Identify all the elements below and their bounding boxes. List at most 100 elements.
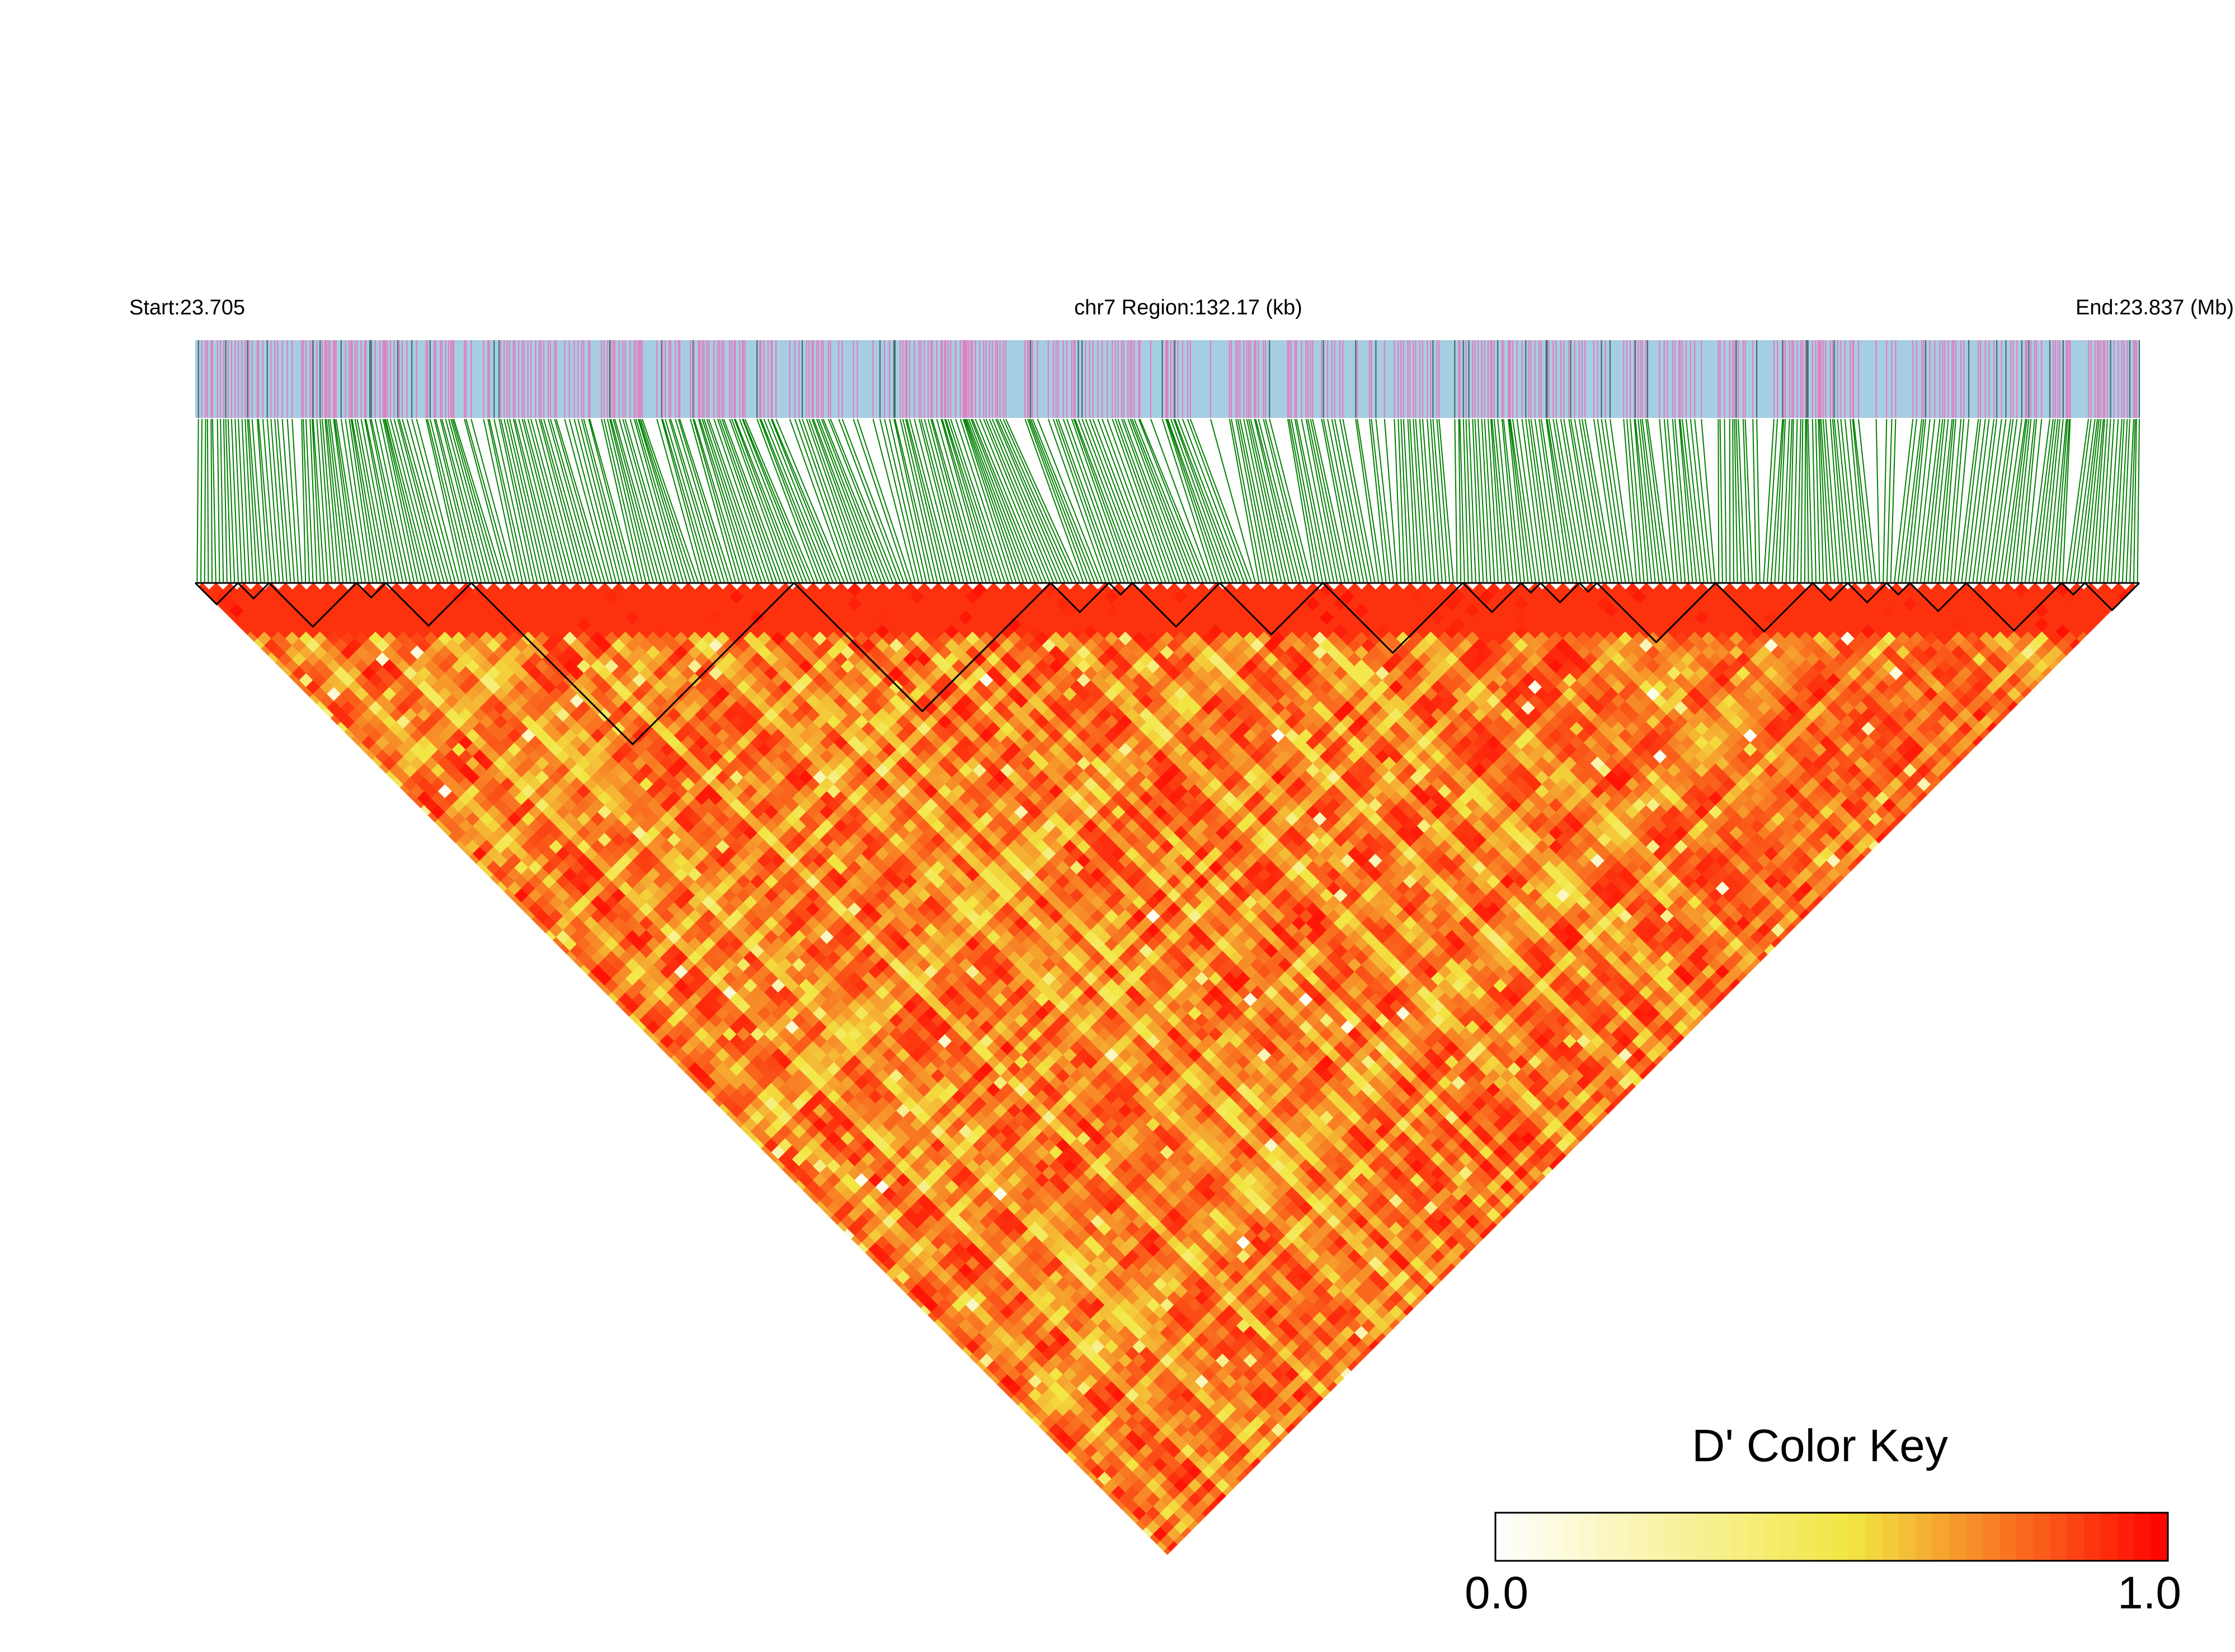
snp-mapping-line (1394, 418, 1402, 582)
snp-mapping-line (713, 418, 770, 582)
snp-mapping-line (1458, 418, 1462, 582)
snp-mapping-line (1987, 418, 2011, 582)
snp-mapping-line (523, 418, 568, 582)
snp-mapping-line (902, 418, 942, 582)
snp-mapping-line (369, 418, 403, 582)
snp-mapping-line (1894, 418, 1914, 582)
snp-mapping-line (821, 418, 886, 582)
snp-mapping-line (1269, 418, 1312, 582)
snp-mapping-line (985, 418, 1054, 582)
snp-mapping-line (389, 418, 434, 582)
snp-mapping-line (767, 418, 834, 582)
snp-mapping-line (2058, 418, 2070, 582)
snp-mapping-line (1694, 418, 1712, 582)
snp-mapping-line (527, 418, 572, 582)
snp-mapping-line (928, 418, 972, 582)
snp-mapping-line (440, 418, 482, 582)
snp-mapping-line (900, 418, 938, 582)
snp-mapping-line (487, 418, 523, 582)
snp-mapping-line (624, 418, 673, 582)
snp-mapping-line (1574, 418, 1604, 582)
snp-mapping-line (435, 418, 478, 582)
snp-mapping-line (2065, 418, 2090, 582)
snp-mapping-line (950, 418, 1005, 582)
snp-mapping-line (281, 418, 295, 582)
snp-mapping-line (379, 418, 415, 582)
snp-mapping-line (1641, 418, 1663, 582)
snp-mapping-line (312, 418, 321, 582)
snp-mapping-line (1487, 418, 1499, 582)
snp-mapping-line (382, 418, 418, 582)
snp-mapping-line (1719, 418, 1723, 582)
snp-mapping-line (450, 418, 497, 582)
snp-mapping-line (918, 418, 961, 582)
snp-mapping-line (2025, 418, 2043, 582)
snp-mapping-line (1994, 418, 2018, 582)
snp-mapping-line (806, 418, 863, 582)
snp-mapping-line (398, 418, 445, 582)
snp-mapping-line (1182, 418, 1245, 582)
snp-mapping-line (262, 418, 276, 582)
snp-mapping-line (365, 418, 400, 582)
snp-mapping-line (1890, 418, 1897, 582)
snp-mapping-line (606, 418, 647, 582)
snp-mapping-line (589, 418, 636, 582)
snp-mapping-line (333, 418, 355, 582)
snp-mapping-line (1089, 418, 1151, 582)
snp-mapping-line (1584, 418, 1615, 582)
snp-mapping-line (1897, 418, 1917, 582)
snp-mapping-line (2073, 418, 2096, 582)
snp-mapping-line (690, 418, 736, 582)
snp-mapping-line (1493, 418, 1510, 582)
snp-mapping-line (1850, 418, 1865, 582)
snp-mapping-line (1239, 418, 1274, 582)
snp-mapping-line (1991, 418, 2014, 582)
snp-mapping-line (822, 418, 890, 582)
snp-mapping-line (2085, 418, 2102, 582)
snp-mapping-line (1497, 418, 1514, 582)
snp-mapping-line (853, 418, 909, 582)
snp-mapping-line (677, 418, 729, 582)
snp-mapping-line (838, 418, 901, 582)
snp-mapping-line (1398, 418, 1405, 582)
snp-mapping-line (1288, 418, 1320, 582)
snp-mapping-line (568, 418, 613, 582)
snp-mapping-line (1403, 418, 1413, 582)
snp-mapping-line (1800, 418, 1804, 582)
snp-mapping-line (1883, 418, 1888, 582)
snp-mapping-line (1646, 418, 1671, 582)
snp-mapping-line (1436, 418, 1451, 582)
snp-mapping-line (1560, 418, 1589, 582)
snp-mapping-line (2017, 418, 2035, 582)
snp-mapping-line (2010, 418, 2030, 582)
snp-mapping-line (830, 418, 897, 582)
snp-mapping-line (1659, 418, 1675, 582)
snp-mapping-line (909, 418, 953, 582)
snp-mapping-line (2028, 418, 2050, 582)
snp-mapping-line (1165, 418, 1218, 582)
snp-mapping-line (656, 418, 703, 582)
snp-mapping-line (2013, 418, 2032, 582)
snp-mapping-line (1525, 418, 1547, 582)
snp-mapping-line (1645, 418, 1667, 582)
snp-mapping-line (1785, 418, 1793, 582)
snp-mapping-line (999, 418, 1073, 582)
snp-mapping-line (286, 418, 299, 582)
snp-mapping-line (920, 418, 964, 582)
snp-mapping-line (220, 418, 224, 582)
snp-mapping-line (1024, 418, 1084, 582)
snp-mapping-line (1130, 418, 1192, 582)
snp-mapping-line (1555, 418, 1585, 582)
snp-mapping-line (1968, 418, 1990, 582)
snp-mapping-line (2032, 418, 2054, 582)
snp-mapping-line (893, 418, 931, 582)
snp-mapping-line (669, 418, 718, 582)
snp-mapping-line (857, 418, 912, 582)
snp-mapping-line (1472, 418, 1480, 582)
snp-mapping-line (1690, 418, 1709, 582)
snp-mapping-line (1189, 418, 1252, 582)
snp-mapping-line (601, 418, 639, 582)
snp-mapping-line (975, 418, 1043, 582)
snp-mapping-line (1509, 418, 1529, 582)
